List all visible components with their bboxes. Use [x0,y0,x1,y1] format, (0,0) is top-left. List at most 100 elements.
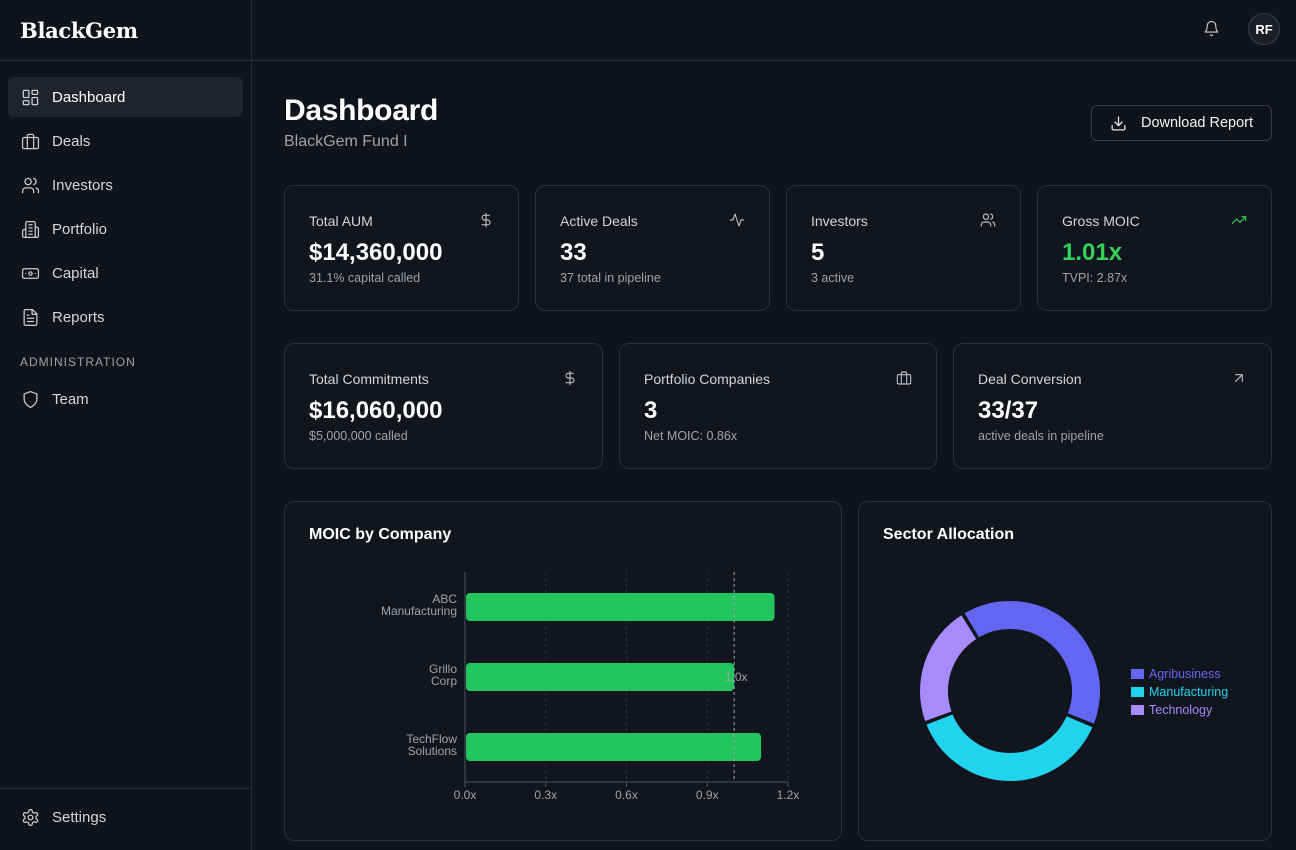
activity-icon [729,212,747,230]
stat-sub: Net MOIC: 0.86x [644,429,738,443]
legend-item[interactable]: Manufacturing [1131,683,1228,701]
sidebar-item-dashboard[interactable]: Dashboard [8,77,243,117]
legend-swatch [1131,669,1144,679]
sidebar-item-deals[interactable]: Deals [8,121,243,161]
arrow-up-right-icon [1231,370,1249,388]
stat-value: 5 [811,239,825,266]
sidebar-footer: Settings [0,788,251,850]
bar[interactable] [466,733,762,761]
sidebar: BlackGem Dashboard Deals Investors Portf… [0,0,252,850]
chart-title: MOIC by Company [309,526,452,543]
reference-line-label: 1.0x [725,670,748,684]
stat-card-investors: Investors 5 3 active [786,185,1021,311]
bar[interactable] [466,663,735,691]
gear-icon [20,807,40,827]
download-icon [1111,115,1126,131]
stat-sub: 37 total in pipeline [560,271,661,285]
x-tick-label: 0.9x [696,788,719,802]
legend-swatch [1131,705,1144,715]
legend-item[interactable]: Technology [1131,701,1228,719]
sidebar-item-team[interactable]: Team [8,379,243,419]
sidebar-item-reports[interactable]: Reports [8,297,243,337]
stat-value: 33/37 [978,397,1039,424]
sidebar-item-label: Capital [52,264,99,282]
main-nav: Dashboard Deals Investors Portfolio Capi… [0,61,251,419]
stat-card-active-deals: Active Deals 33 37 total in pipeline [535,185,770,311]
chart-title: Sector Allocation [883,526,1014,543]
stat-card-total-commitments: Total Commitments $16,060,000 $5,000,000… [284,343,603,469]
stat-value: 1.01x [1062,239,1123,266]
users-icon [980,212,998,230]
x-tick-label: 0.0x [454,788,477,802]
stat-label: Investors [811,213,868,229]
stat-value: 33 [560,239,587,266]
topbar: RF [252,0,1296,61]
category-label: Grillo [429,662,457,676]
stat-value: 3 [644,397,658,424]
sector-chart-panel: Sector Allocation Agribusiness Manufactur… [858,501,1272,841]
legend-label: Agribusiness [1149,667,1221,681]
users-icon [20,175,40,195]
page-subtitle: BlackGem Fund I [284,133,408,150]
download-report-button[interactable]: Download Report [1091,105,1272,141]
download-report-label: Download Report [1140,115,1254,131]
stat-label: Gross MOIC [1062,213,1140,229]
legend-swatch [1131,687,1144,697]
stat-sub: 31.1% capital called [309,271,421,285]
briefcase-icon [896,370,914,388]
sector-donut-chart [918,599,1102,783]
file-icon [20,307,40,327]
stat-label: Deal Conversion [978,371,1082,387]
x-tick-label: 1.2x [777,788,800,802]
sidebar-item-label: Portfolio [52,220,108,238]
section-label-administration: ADMINISTRATION [20,355,136,369]
sidebar-item-label: Reports [52,308,105,326]
category-label: TechFlow [406,732,457,746]
sidebar-item-investors[interactable]: Investors [8,165,243,205]
legend-label: Manufacturing [1149,685,1229,699]
trending-up-icon [1231,212,1249,230]
brand-logo[interactable]: BlackGem [20,17,138,43]
sidebar-item-label: Settings [52,808,107,826]
sidebar-item-capital[interactable]: Capital [8,253,243,293]
stat-sub: 3 active [811,271,855,285]
donut-slice[interactable] [961,599,1102,727]
stat-value: $16,060,000 [309,397,443,424]
donut-slice[interactable] [918,612,979,724]
avatar[interactable]: RF [1248,13,1280,45]
x-tick-label: 0.6x [615,788,638,802]
brand-header: BlackGem [0,0,251,61]
stat-label: Active Deals [560,213,638,229]
stat-sub: $5,000,000 called [309,429,408,443]
x-tick-label: 0.3x [534,788,557,802]
chart-legend: Agribusiness Manufacturing Technology [1131,665,1228,719]
stat-card-portfolio-companies: Portfolio Companies 3 Net MOIC: 0.86x [619,343,937,469]
sidebar-item-label: Dashboard [52,88,126,106]
dashboard-icon [20,87,40,107]
moic-chart-panel: MOIC by Company 0.0x 0.3x 0.6x 0.9x 1.2x ABC M… [284,501,842,841]
category-label: ABC [432,592,457,606]
bar[interactable] [466,593,775,621]
stat-label: Portfolio Companies [644,371,771,387]
shield-icon [20,389,40,409]
dollar-icon [478,212,496,230]
legend-item[interactable]: Agribusiness [1131,665,1228,683]
category-label: Manufacturing [381,604,457,618]
sidebar-item-portfolio[interactable]: Portfolio [8,209,243,249]
stat-sub: TVPI: 2.87x [1062,271,1128,285]
sidebar-item-label: Team [52,390,89,408]
stat-label: Total AUM [309,213,373,229]
sidebar-item-label: Deals [52,132,91,150]
legend-label: Technology [1149,703,1213,717]
category-label: Solutions [408,744,457,758]
sidebar-item-label: Investors [52,176,113,194]
stat-label: Total Commitments [309,371,429,387]
page-title: Dashboard [284,94,438,127]
bell-icon[interactable] [1203,20,1223,40]
donut-slice[interactable] [923,711,1096,783]
stat-value: $14,360,000 [309,239,443,266]
sidebar-item-settings[interactable]: Settings [8,797,243,837]
banknote-icon [20,263,40,283]
category-label: Corp [431,674,457,688]
